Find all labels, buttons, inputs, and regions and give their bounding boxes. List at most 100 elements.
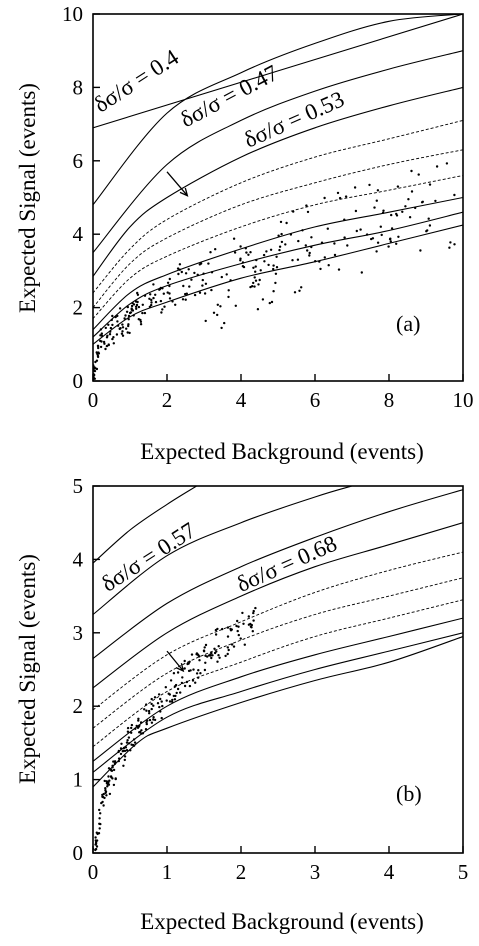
scatter-point bbox=[188, 285, 191, 288]
scatter-point bbox=[152, 283, 155, 286]
scatter-point bbox=[171, 300, 174, 303]
scatter-point bbox=[261, 298, 265, 301]
scatter-point bbox=[226, 646, 229, 649]
scatter-point bbox=[323, 196, 326, 200]
scatter-point bbox=[183, 667, 186, 670]
contour-curves bbox=[93, 486, 463, 788]
scatter-point bbox=[221, 627, 224, 631]
x-tick-label: 4 bbox=[384, 860, 395, 884]
scatter-point bbox=[434, 199, 437, 203]
scatter-point bbox=[107, 767, 111, 770]
scatter-point bbox=[213, 647, 216, 650]
scatter-point bbox=[137, 719, 140, 722]
scatter-point bbox=[158, 288, 161, 291]
scatter-point bbox=[253, 285, 256, 288]
scatter-points bbox=[93, 162, 456, 381]
scatter-point bbox=[285, 221, 288, 225]
scatter-point bbox=[113, 760, 117, 763]
scatter-point bbox=[235, 624, 238, 628]
scatter-point bbox=[176, 687, 180, 691]
scatter-point bbox=[279, 220, 283, 224]
scatter-point bbox=[128, 331, 131, 335]
contour-curve-10 bbox=[93, 635, 463, 788]
scatter-point bbox=[275, 255, 278, 258]
scatter-point bbox=[150, 697, 153, 701]
scatter-point bbox=[305, 204, 308, 207]
scatter-point bbox=[209, 251, 212, 254]
scatter-point bbox=[254, 265, 257, 268]
scatter-point bbox=[407, 198, 410, 201]
scatter-point bbox=[382, 209, 385, 212]
x-tick-label: 5 bbox=[458, 860, 469, 884]
scatter-point bbox=[150, 707, 153, 711]
contour-curve-8 bbox=[93, 617, 463, 762]
scatter-point bbox=[108, 792, 112, 796]
scatter-point bbox=[191, 679, 195, 682]
scatter-point bbox=[314, 260, 317, 263]
curve-annotation: δσ/σ = 0.4 bbox=[90, 44, 184, 117]
scatter-point bbox=[237, 625, 240, 628]
scatter-point bbox=[216, 660, 219, 663]
scatter-point bbox=[111, 337, 114, 341]
scatter-point bbox=[241, 261, 245, 264]
scatter-point bbox=[116, 320, 119, 323]
scatter-point bbox=[163, 305, 166, 308]
scatter-point bbox=[195, 672, 199, 675]
curve-annotation: δσ/σ = 0.57 bbox=[97, 517, 200, 596]
scatter-point bbox=[337, 268, 341, 271]
scatter-point bbox=[149, 293, 152, 296]
scatter-point bbox=[254, 279, 258, 282]
scatter-point bbox=[159, 710, 162, 713]
scatter-point bbox=[129, 749, 132, 752]
scatter-point bbox=[106, 334, 109, 337]
y-tick-label: 2 bbox=[73, 296, 84, 320]
scatter-point bbox=[165, 699, 168, 702]
scatter-point bbox=[123, 755, 127, 758]
scatter-point bbox=[145, 709, 148, 712]
scatter-point bbox=[168, 277, 171, 281]
scatter-point bbox=[272, 267, 275, 271]
scatter-point bbox=[284, 243, 287, 246]
scatter-point bbox=[192, 668, 195, 671]
scatter-point bbox=[227, 648, 230, 652]
scatter-point bbox=[209, 653, 212, 656]
scatter-point bbox=[130, 304, 134, 308]
scatter-point bbox=[129, 311, 133, 314]
scatter-point bbox=[127, 318, 130, 321]
scatter-point bbox=[96, 355, 100, 359]
contour-curve-6 bbox=[93, 149, 463, 308]
contour-curve-1 bbox=[93, 14, 463, 129]
scatter-point bbox=[242, 265, 246, 269]
scatter-point bbox=[95, 367, 99, 371]
scatter-point bbox=[232, 237, 236, 240]
scatter-point bbox=[136, 300, 139, 304]
scatter-point bbox=[185, 292, 188, 295]
scatter-point bbox=[117, 759, 121, 763]
scatter-point bbox=[105, 794, 108, 797]
scatter-point bbox=[300, 286, 303, 289]
y-tick-label: 2 bbox=[73, 694, 84, 718]
scatter-point bbox=[256, 308, 260, 311]
scatter-point bbox=[233, 251, 237, 254]
scatter-point bbox=[217, 654, 220, 657]
scatter-point bbox=[175, 691, 178, 695]
scatter-point bbox=[160, 311, 163, 314]
scatter-point bbox=[343, 236, 346, 239]
scatter-point bbox=[126, 331, 129, 334]
scatter-point bbox=[280, 232, 283, 236]
scatter-point bbox=[333, 242, 336, 245]
scatter-point bbox=[189, 669, 192, 672]
scatter-point bbox=[291, 259, 294, 262]
scatter-point bbox=[219, 305, 222, 308]
scatter-point bbox=[150, 721, 154, 724]
scatter-point bbox=[160, 700, 163, 703]
scatter-point bbox=[220, 326, 223, 330]
scatter-point bbox=[204, 643, 208, 647]
scatter-point bbox=[145, 703, 148, 706]
y-tick-label: 3 bbox=[73, 621, 84, 645]
scatter-point bbox=[196, 273, 199, 276]
scatter-point bbox=[198, 655, 201, 658]
scatter-point bbox=[306, 249, 309, 252]
scatter-point bbox=[137, 318, 140, 321]
scatter-point bbox=[113, 762, 117, 766]
